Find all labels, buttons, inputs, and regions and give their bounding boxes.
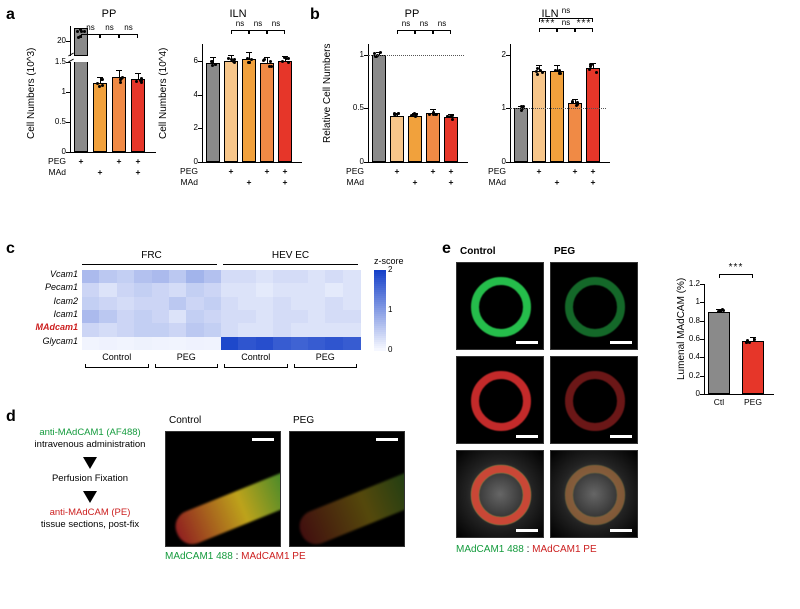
panel-a-label: a bbox=[6, 6, 15, 24]
d-images: ControlPEGMAdCAM1 488 : MAdCAM1 PE bbox=[165, 415, 425, 595]
heatmap bbox=[82, 270, 360, 350]
e-images: ControlPEGMAdCAM1 488 : MAdCAM1 PE bbox=[456, 246, 656, 566]
panel-b: PP Relative Cell Numbers 00.51nsnsnsPEGM… bbox=[322, 8, 622, 213]
panel-e-label: e bbox=[442, 240, 451, 258]
panel-c: FRCHEV ECVcam1Pecam1Icam2Icam1MAdcam1Gly… bbox=[20, 246, 420, 396]
panel-a: PP Cell Numbers (10^3) 2000.511.5nsnsnsP… bbox=[20, 8, 305, 213]
b-iln-chart: 012ns******nsPEGMAd+++++ bbox=[496, 26, 608, 176]
panel-d-label: d bbox=[6, 408, 16, 426]
b-pp-chart: 00.51nsnsnsPEGMAd+++++ bbox=[354, 26, 464, 176]
a-iln-chart: 0246nsnsnsPEGMAd+++++ bbox=[188, 26, 298, 176]
a-pp-chart: 2000.511.5nsnsnsPEGMAd+++++ bbox=[56, 26, 156, 176]
b-pp-ylabel: Relative Cell Numbers bbox=[322, 33, 333, 153]
panel-e: ControlPEGMAdCAM1 488 : MAdCAM1 PE Lumen… bbox=[456, 246, 796, 596]
panel-b-label: b bbox=[310, 6, 320, 24]
panel-d: anti-MAdCAM1 (AF488)intravenous administ… bbox=[20, 415, 440, 605]
panel-c-label: c bbox=[6, 240, 15, 258]
a-pp-title: PP bbox=[64, 8, 154, 20]
e-chart: Lumenal MAdCAM (%)00.20.40.60.811.2CtlPE… bbox=[680, 274, 780, 414]
d-flow: anti-MAdCAM1 (AF488)intravenous administ… bbox=[20, 427, 160, 534]
